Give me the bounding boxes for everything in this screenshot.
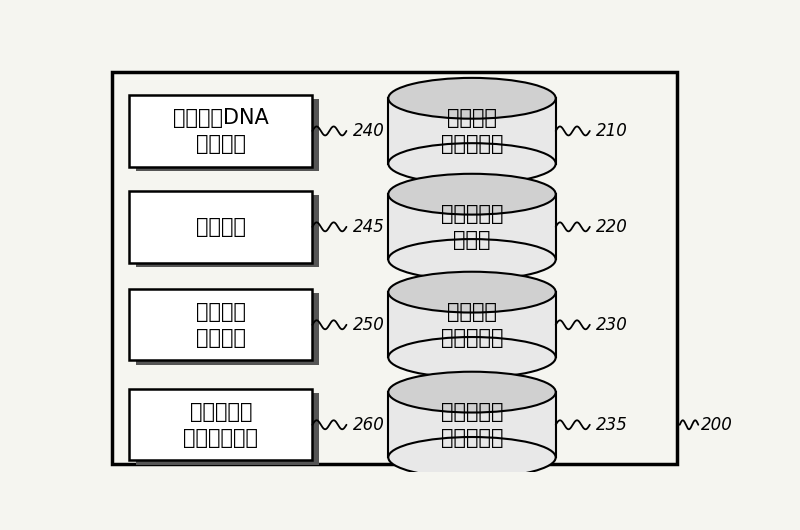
Bar — [388, 292, 556, 357]
Text: 245: 245 — [353, 218, 385, 236]
Ellipse shape — [388, 272, 556, 313]
Bar — [136, 195, 318, 267]
Bar — [388, 194, 556, 260]
Text: 260: 260 — [353, 416, 385, 434]
Bar — [130, 389, 312, 461]
Bar — [136, 293, 318, 365]
Ellipse shape — [388, 174, 556, 215]
Bar — [130, 289, 312, 360]
Text: 230: 230 — [596, 316, 628, 334]
Text: 200: 200 — [702, 416, 734, 434]
Text: 非法上传源
信息数据库: 非法上传源 信息数据库 — [441, 402, 503, 448]
Bar — [130, 191, 312, 262]
Ellipse shape — [388, 78, 556, 119]
Ellipse shape — [388, 143, 556, 184]
Ellipse shape — [388, 337, 556, 378]
Ellipse shape — [388, 239, 556, 280]
Bar — [136, 99, 318, 171]
Text: 音频遗传
信息数据库: 音频遗传 信息数据库 — [441, 302, 503, 348]
Bar — [388, 98, 556, 164]
Ellipse shape — [388, 372, 556, 412]
Text: 第二音频DNA
生成模块: 第二音频DNA 生成模块 — [173, 108, 269, 154]
Text: 235: 235 — [596, 416, 628, 434]
Ellipse shape — [388, 437, 556, 478]
Text: 接收模块: 接收模块 — [196, 217, 246, 237]
Text: 240: 240 — [353, 122, 385, 140]
Text: 210: 210 — [596, 122, 628, 140]
Bar — [136, 393, 318, 465]
Text: 多媒体文件
数据库: 多媒体文件 数据库 — [441, 204, 503, 250]
Text: 220: 220 — [596, 218, 628, 236]
Text: 版权侵犯
监测单元: 版权侵犯 监测单元 — [196, 302, 246, 348]
Text: 250: 250 — [353, 316, 385, 334]
Bar — [388, 392, 556, 457]
Text: 非法上传源
信息更新单元: 非法上传源 信息更新单元 — [183, 402, 258, 448]
Text: 版权管理
信息数据库: 版权管理 信息数据库 — [441, 108, 503, 154]
Bar — [130, 95, 312, 166]
